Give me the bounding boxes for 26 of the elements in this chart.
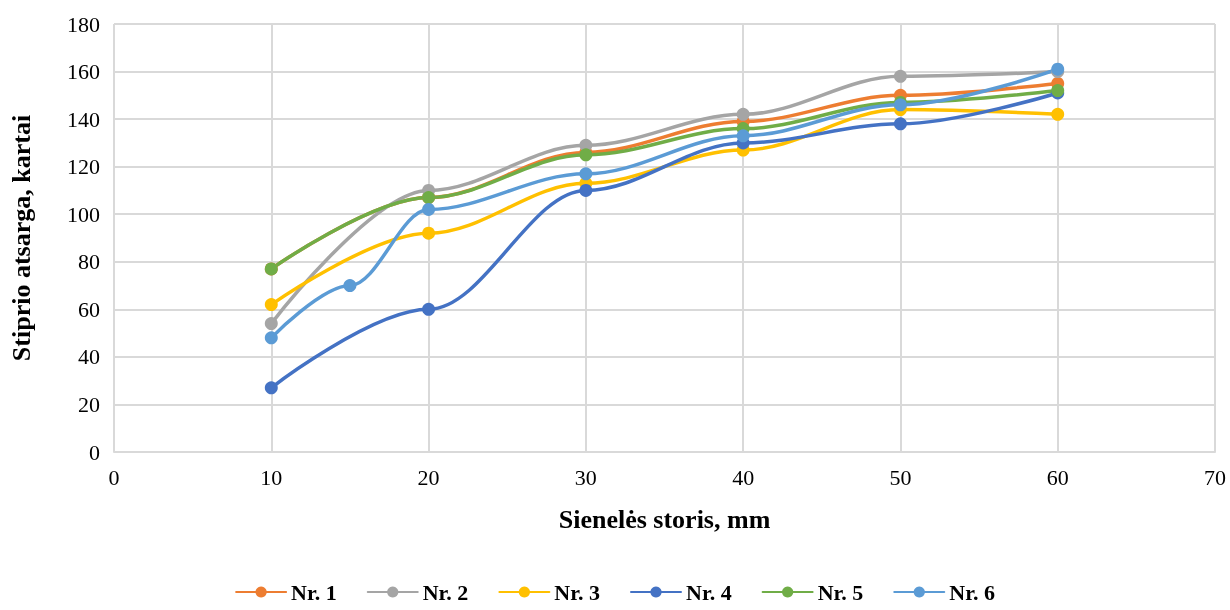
- legend-label: Nr. 4: [686, 579, 732, 605]
- y-tick-label: 180: [67, 11, 100, 37]
- x-tick-label: 10: [260, 464, 283, 490]
- legend-label: Nr. 5: [817, 579, 864, 605]
- y-tick-label: 20: [78, 391, 100, 417]
- x-tick-label: 30: [574, 464, 597, 490]
- y-tick-label: 80: [78, 249, 100, 275]
- y-tick-label: 140: [67, 106, 100, 132]
- legend-label: Nr. 3: [554, 579, 601, 605]
- x-tick-label: 70: [1204, 464, 1226, 490]
- y-tick-label: 120: [67, 154, 100, 180]
- y-tick-label: 100: [67, 201, 100, 227]
- legend-label: Nr. 1: [291, 579, 337, 605]
- x-axis-title: Sienelės storis, mm: [558, 504, 771, 534]
- y-tick-label: 160: [67, 59, 100, 85]
- y-tick-label: 0: [89, 439, 100, 465]
- y-tick-label: 60: [78, 296, 100, 322]
- x-tick-label: 50: [889, 464, 912, 490]
- x-tick-label: 20: [417, 464, 440, 490]
- y-axis-title: Stiprio atsarga, kartai: [6, 114, 36, 362]
- legend-label: Nr. 2: [422, 579, 469, 605]
- y-tick-label: 40: [78, 344, 100, 370]
- x-tick-label: 40: [732, 464, 755, 490]
- x-tick-label: 60: [1046, 464, 1069, 490]
- x-tick-label: 0: [108, 464, 120, 490]
- legend-label: Nr. 6: [949, 579, 995, 605]
